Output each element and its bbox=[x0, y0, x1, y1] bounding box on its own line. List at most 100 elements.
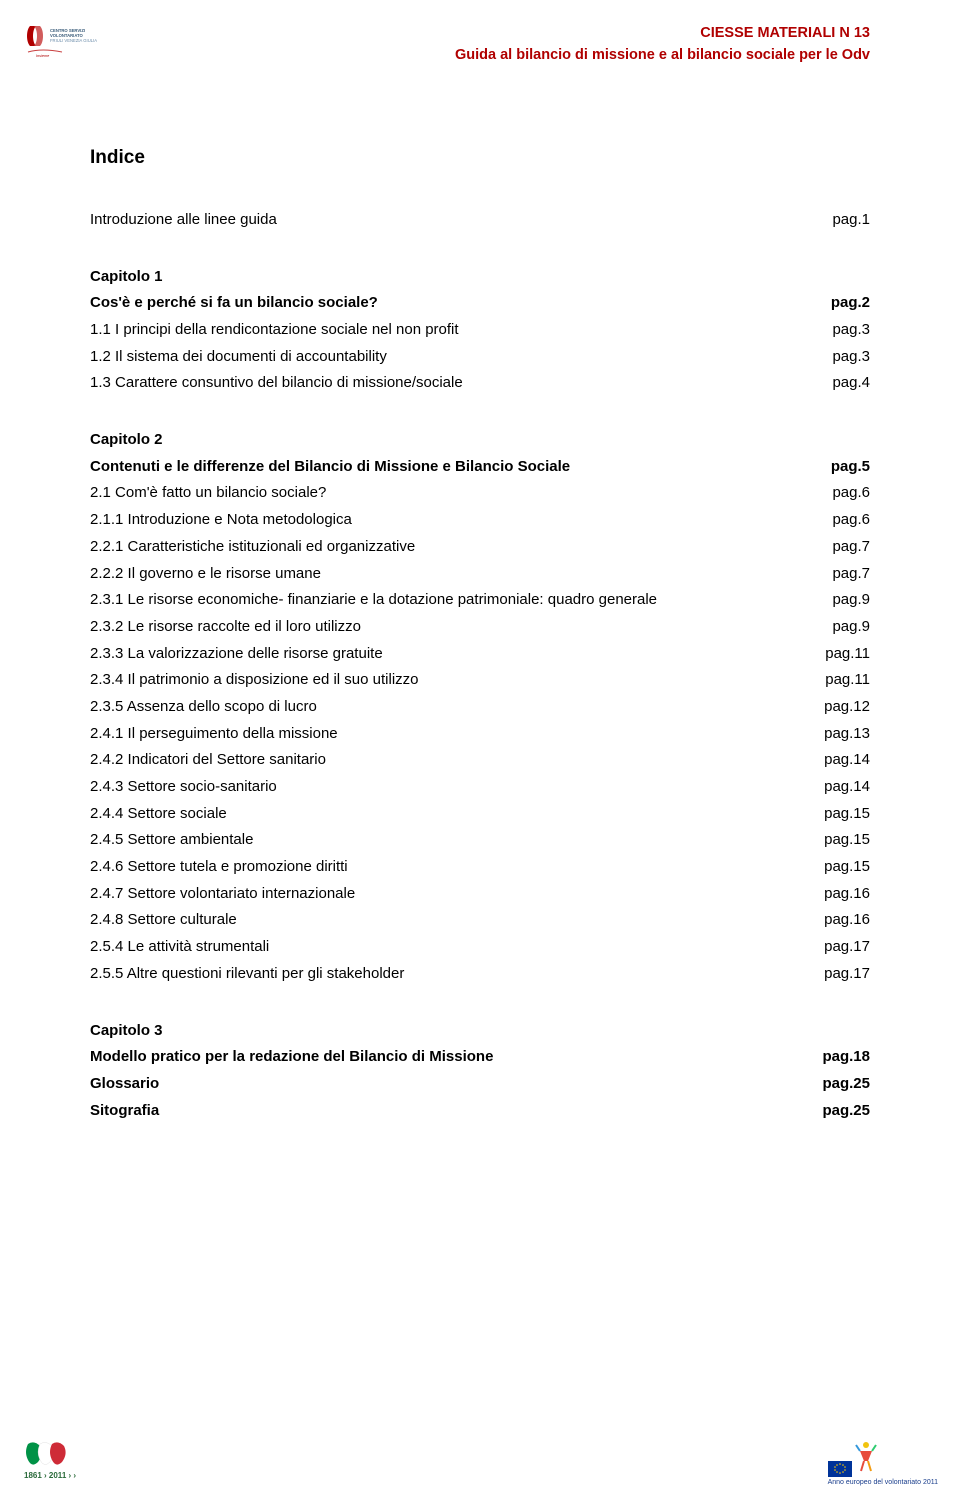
svg-text:FRIULI VENEZIA GIULIA: FRIULI VENEZIA GIULIA bbox=[50, 38, 97, 43]
toc-row: 2.5.4 Le attività strumentalipag.17 bbox=[90, 934, 870, 961]
toc-row: Capitolo 3 bbox=[90, 1018, 870, 1045]
toc-row: Capitolo 2 bbox=[90, 427, 870, 454]
toc-row: 2.3.2 Le risorse raccolte ed il loro uti… bbox=[90, 614, 870, 641]
toc-host: Introduzione alle linee guidapag.1 Capito… bbox=[90, 207, 870, 1124]
eu-volunteering-logo bbox=[828, 1437, 886, 1477]
header-text: CIESSE MATERIALI N 13 Guida al bilancio … bbox=[90, 22, 870, 67]
toc-row: 2.2.1 Caratteristiche istituzionali ed o… bbox=[90, 534, 870, 561]
header-line-1: CIESSE MATERIALI N 13 bbox=[90, 22, 870, 44]
toc-row-page: pag.18 bbox=[822, 1044, 870, 1071]
footer-right-logo bbox=[828, 1437, 938, 1477]
toc-row-page: pag.17 bbox=[824, 934, 870, 961]
cs-logo: CENTRO SERVIZI VOLONTARIATO FRIULI VENEZ… bbox=[22, 22, 108, 64]
toc-row: 2.5.5 Altre questioni rilevanti per gli … bbox=[90, 961, 870, 988]
toc-row-page: pag.9 bbox=[832, 587, 870, 614]
cs-logo-svg: CENTRO SERVIZI VOLONTARIATO FRIULI VENEZ… bbox=[22, 22, 108, 64]
toc-row-title: Sitografia bbox=[90, 1098, 822, 1125]
toc-row-title: 2.3.2 Le risorse raccolte ed il loro uti… bbox=[90, 614, 832, 641]
toc-row-page: pag.1 bbox=[832, 207, 870, 234]
toc-row-title: Glossario bbox=[90, 1071, 822, 1098]
toc-row-page: pag.15 bbox=[824, 827, 870, 854]
toc-row: 2.1 Com'è fatto un bilancio sociale?pag.… bbox=[90, 480, 870, 507]
header-line-2: Guida al bilancio di missione e al bilan… bbox=[90, 44, 870, 66]
toc-row-title: Capitolo 2 bbox=[90, 427, 870, 454]
toc-row-page: pag.14 bbox=[824, 747, 870, 774]
toc-row-page: pag.12 bbox=[824, 694, 870, 721]
toc-row-title: 1.1 I principi della rendicontazione soc… bbox=[90, 317, 832, 344]
toc-row-title: 2.4.2 Indicatori del Settore sanitario bbox=[90, 747, 824, 774]
toc-block: Capitolo 1Cos'è e perché si fa un bilanc… bbox=[90, 264, 870, 397]
toc-row-title: 2.4.1 Il perseguimento della missione bbox=[90, 721, 824, 748]
svg-text:1861 › 2011 › ›: 1861 › 2011 › › bbox=[24, 1471, 76, 1480]
toc-row-page: pag.17 bbox=[824, 961, 870, 988]
toc-row-title: 2.4.8 Settore culturale bbox=[90, 907, 824, 934]
toc-block: Introduzione alle linee guidapag.1 bbox=[90, 207, 870, 234]
toc-row: 2.1.1 Introduzione e Nota metodologicapa… bbox=[90, 507, 870, 534]
toc-row-title: 1.2 Il sistema dei documenti di accounta… bbox=[90, 344, 832, 371]
toc-row-page: pag.6 bbox=[832, 507, 870, 534]
toc-row: 2.4.4 Settore socialepag.15 bbox=[90, 801, 870, 828]
toc-row-page: pag.13 bbox=[824, 721, 870, 748]
toc-row-page: pag.3 bbox=[832, 344, 870, 371]
toc-row: 1.2 Il sistema dei documenti di accounta… bbox=[90, 344, 870, 371]
toc-row-title: 2.3.1 Le risorse economiche- finanziarie… bbox=[90, 587, 832, 614]
toc-row: 2.4.7 Settore volontariato internazional… bbox=[90, 881, 870, 908]
toc-row-title: 2.5.4 Le attività strumentali bbox=[90, 934, 824, 961]
toc-row: 1.1 I principi della rendicontazione soc… bbox=[90, 317, 870, 344]
toc-row: 2.4.2 Indicatori del Settore sanitariopa… bbox=[90, 747, 870, 774]
footer-left-logo: 1861 › 2011 › › bbox=[22, 1440, 114, 1486]
toc-row: 2.3.3 La valorizzazione delle risorse gr… bbox=[90, 641, 870, 668]
toc-row: Capitolo 1 bbox=[90, 264, 870, 291]
toc-row-title: 2.2.2 Il governo e le risorse umane bbox=[90, 561, 832, 588]
toc-row: 2.4.3 Settore socio-sanitariopag.14 bbox=[90, 774, 870, 801]
toc-row-page: pag.3 bbox=[832, 317, 870, 344]
toc-row-title: Modello pratico per la redazione del Bil… bbox=[90, 1044, 822, 1071]
page-container: CENTRO SERVIZI VOLONTARIATO FRIULI VENEZ… bbox=[0, 0, 960, 1124]
toc-row-page: pag.15 bbox=[824, 854, 870, 881]
page-title: Indice bbox=[90, 147, 870, 169]
toc-row-title: 2.3.3 La valorizzazione delle risorse gr… bbox=[90, 641, 825, 668]
toc-row-page: pag.11 bbox=[825, 667, 870, 694]
toc-row: 2.3.5 Assenza dello scopo di lucropag.12 bbox=[90, 694, 870, 721]
toc-row-page: pag.7 bbox=[832, 561, 870, 588]
footer-region: 1861 › 2011 › › Anno europeo del vol bbox=[22, 1437, 938, 1486]
header-region: CENTRO SERVIZI VOLONTARIATO FRIULI VENEZ… bbox=[90, 22, 870, 67]
toc-row-title: Introduzione alle linee guida bbox=[90, 207, 832, 234]
italy-anniversary-logo: 1861 › 2011 › › bbox=[22, 1440, 114, 1486]
toc-row-page: pag.25 bbox=[822, 1071, 870, 1098]
footer-right-caption: Anno europeo del volontariato 2011 bbox=[828, 1479, 938, 1486]
toc-row-title: Capitolo 3 bbox=[90, 1018, 870, 1045]
footer-right-group: Anno europeo del volontariato 2011 bbox=[828, 1437, 938, 1486]
toc-row-page: pag.7 bbox=[832, 534, 870, 561]
toc-row-title: Capitolo 1 bbox=[90, 264, 870, 291]
toc-row-page: pag.16 bbox=[824, 907, 870, 934]
toc-row: Cos'è e perché si fa un bilancio sociale… bbox=[90, 290, 870, 317]
toc-row: Contenuti e le differenze del Bilancio d… bbox=[90, 454, 870, 481]
toc-row: 2.2.2 Il governo e le risorse umanepag.7 bbox=[90, 561, 870, 588]
toc-row: Glossariopag.25 bbox=[90, 1071, 870, 1098]
toc-row-page: pag.16 bbox=[824, 881, 870, 908]
toc-row-title: 2.1 Com'è fatto un bilancio sociale? bbox=[90, 480, 832, 507]
toc-row-title: 2.4.3 Settore socio-sanitario bbox=[90, 774, 824, 801]
toc-row-page: pag.9 bbox=[832, 614, 870, 641]
toc-row-page: pag.4 bbox=[832, 370, 870, 397]
toc-row-page: pag.5 bbox=[831, 454, 870, 481]
toc-block: Capitolo 2Contenuti e le differenze del … bbox=[90, 427, 870, 987]
toc-row-title: 2.5.5 Altre questioni rilevanti per gli … bbox=[90, 961, 824, 988]
toc-row-title: 2.4.4 Settore sociale bbox=[90, 801, 824, 828]
toc-row: Sitografiapag.25 bbox=[90, 1098, 870, 1125]
toc-row-page: pag.2 bbox=[831, 290, 870, 317]
toc-row-page: pag.25 bbox=[822, 1098, 870, 1125]
toc-row: 2.4.6 Settore tutela e promozione diritt… bbox=[90, 854, 870, 881]
toc-row-page: pag.15 bbox=[824, 801, 870, 828]
toc-row-page: pag.14 bbox=[824, 774, 870, 801]
toc-block: Capitolo 3Modello pratico per la redazio… bbox=[90, 1018, 870, 1125]
toc-row: Introduzione alle linee guidapag.1 bbox=[90, 207, 870, 234]
toc-row: 2.4.8 Settore culturalepag.16 bbox=[90, 907, 870, 934]
toc-row-title: 2.2.1 Caratteristiche istituzionali ed o… bbox=[90, 534, 832, 561]
toc-row-title: Cos'è e perché si fa un bilancio sociale… bbox=[90, 290, 831, 317]
toc-row-title: 2.3.5 Assenza dello scopo di lucro bbox=[90, 694, 824, 721]
toc-row: 2.3.1 Le risorse economiche- finanziarie… bbox=[90, 587, 870, 614]
toc-row: 1.3 Carattere consuntivo del bilancio di… bbox=[90, 370, 870, 397]
toc-row-title: 2.4.6 Settore tutela e promozione diritt… bbox=[90, 854, 824, 881]
